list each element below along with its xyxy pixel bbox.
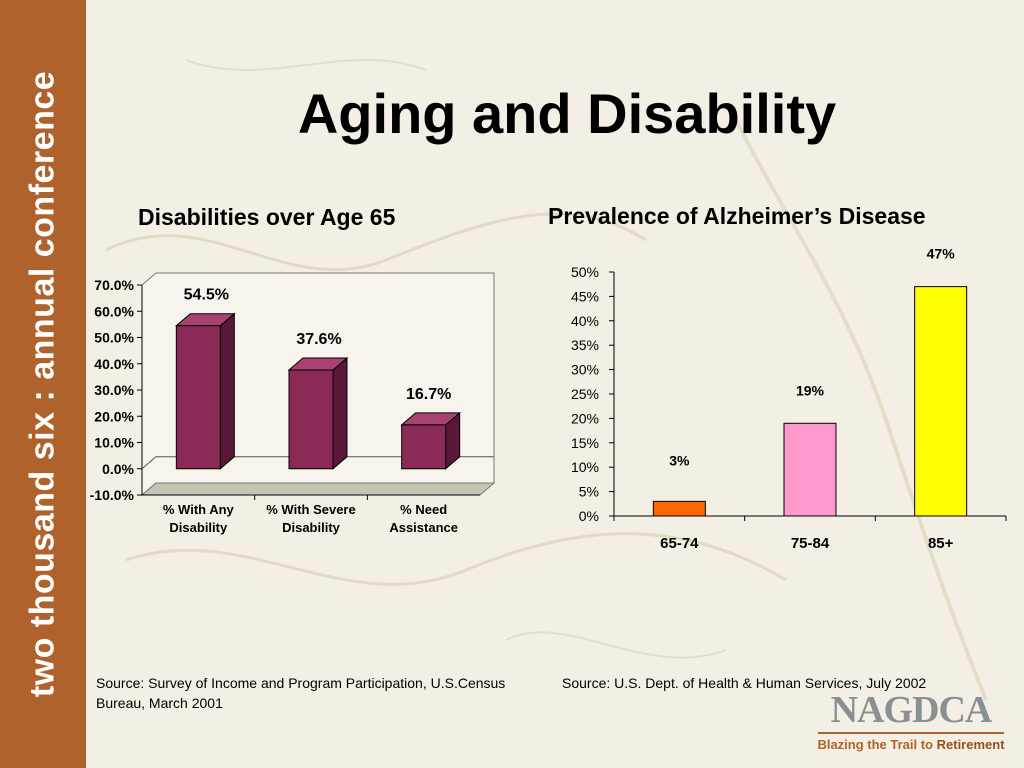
bar-side (219, 312, 235, 470)
x-tick-label: % With Any Disability (163, 502, 235, 535)
y-tick-label: 10.0% (94, 435, 134, 451)
x-tick-label: 65-74 (660, 535, 699, 552)
y-tick-label: 5% (579, 484, 599, 500)
slide-title: Aging and Disability (297, 82, 837, 145)
nagdca-logo: NAGDCA Blazing the Trail to Retirement (800, 690, 1022, 754)
source-note-left: Source: Survey of Income and Program Par… (96, 675, 506, 711)
y-tick-label: 0% (579, 508, 599, 524)
bar (401, 424, 447, 470)
x-tick-label: 75-84 (791, 535, 830, 552)
y-tick-label: 20.0% (94, 408, 134, 424)
zero-baseline (141, 456, 494, 470)
bar-data-label: 54.5% (184, 287, 229, 304)
y-tick-label: 10% (571, 459, 599, 475)
y-tick-label: 35% (571, 337, 599, 353)
logo-wordmark: NAGDCA (830, 689, 993, 731)
alzheimers-bar-chart: 50% 45% 40% 35% 30% 25% 20% 15% 10% 5% 0% 3% 65-74 19… (571, 246, 1007, 552)
y-tick-label: 25% (571, 386, 599, 402)
y-tick-label: 30% (571, 362, 599, 378)
source-note-right: Source: U.S. Dept. of Health & Human Ser… (562, 675, 927, 691)
bar-data-label: 3% (669, 452, 690, 468)
y-tick-label: 40% (571, 313, 599, 329)
bar-data-label: 37.6% (296, 331, 341, 348)
bar (288, 369, 334, 470)
x-tick-label: 85+ (928, 535, 954, 552)
logo-tagline: Blazing the Trail to Retirement (800, 736, 1022, 754)
x-tick-label: % With Severe Disability (266, 502, 355, 535)
plot-floor (140, 482, 496, 496)
logo-rule (818, 732, 1004, 734)
bar (652, 500, 706, 517)
bar (175, 325, 221, 470)
alzheimers-chart-title: Prevalence of Alzheimer’s Disease (548, 203, 926, 229)
y-tick-label: 15% (571, 435, 599, 451)
y-tick-label: 30.0% (94, 382, 134, 398)
y-tick-label: 60.0% (94, 303, 134, 319)
y-tick-label: 50.0% (94, 330, 134, 346)
disabilities-bar-chart: 70.0% 60.0% 50.0% 40.0% 30.0% 20.0% 10.0% 0.0% -… (90, 272, 496, 535)
sidebar-conference-text: two thousand six : annual conference (23, 70, 62, 698)
bar (914, 286, 968, 517)
x-tick-label: % Need Assistance (389, 502, 458, 535)
bar-data-label: 16.7% (406, 386, 451, 403)
background-map-texture (105, 59, 988, 701)
sidebar-band: two thousand six : annual conference (0, 0, 86, 768)
y-tick-label: 0.0% (102, 461, 134, 477)
bar-data-label: 19% (796, 382, 825, 398)
bar-side (332, 356, 348, 470)
bar-data-label: 47% (927, 246, 956, 262)
y-tick-label: 70.0% (94, 277, 134, 293)
y-tick-label: 45% (571, 288, 599, 304)
disabilities-chart-title: Disabilities over Age 65 (138, 204, 396, 230)
y-tick-label: -10.0% (90, 487, 135, 503)
bar (783, 422, 837, 517)
logo-tagline-start: Blazing the Trail to (817, 737, 937, 752)
logo-tagline-highlight: Retirement (936, 737, 1005, 752)
y-tick-label: 40.0% (94, 356, 134, 372)
y-tick-label: 20% (571, 410, 599, 426)
y-tick-label: 50% (571, 264, 599, 280)
